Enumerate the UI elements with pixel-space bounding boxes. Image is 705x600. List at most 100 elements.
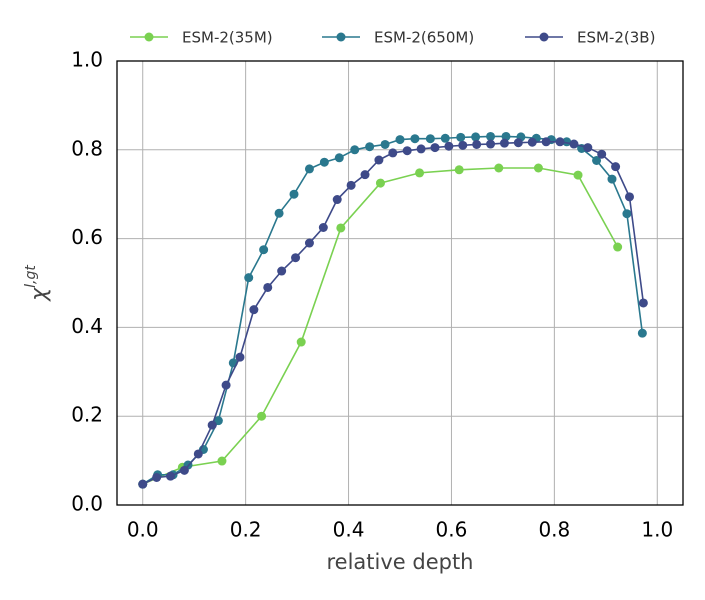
- data-point: [257, 411, 267, 421]
- y-label-base: χ: [27, 287, 52, 302]
- data-point: [217, 456, 227, 466]
- data-point: [573, 170, 583, 180]
- data-point: [375, 178, 385, 188]
- data-point: [607, 174, 617, 184]
- data-point: [527, 137, 537, 147]
- legend-marker: [144, 32, 154, 42]
- data-point: [365, 142, 375, 152]
- data-point: [304, 164, 314, 174]
- y-tick-label: 0.8: [71, 136, 103, 160]
- legend-marker: [336, 32, 346, 42]
- data-point: [336, 223, 346, 233]
- data-point: [179, 465, 189, 475]
- data-point: [259, 245, 269, 255]
- legend-item: ESM-2(3B): [525, 29, 655, 47]
- data-point: [274, 208, 284, 218]
- data-point: [221, 380, 231, 390]
- data-point: [410, 134, 420, 144]
- legend-label: ESM-2(650M): [374, 29, 474, 47]
- plot-frame: [116, 60, 684, 506]
- data-point: [277, 266, 287, 276]
- data-point: [555, 137, 565, 147]
- legend-label: ESM-2(35M): [182, 29, 273, 47]
- x-tick-label: 0.8: [538, 518, 570, 542]
- data-point: [486, 139, 496, 149]
- data-point: [613, 242, 623, 252]
- data-point: [388, 148, 398, 158]
- data-point: [416, 144, 426, 154]
- data-point: [346, 180, 356, 190]
- data-point: [350, 145, 360, 155]
- series-line: [142, 135, 644, 485]
- data-point: [622, 209, 632, 219]
- data-point: [380, 139, 390, 149]
- data-point: [513, 138, 523, 148]
- y-tick-label: 0.4: [71, 314, 103, 338]
- data-point: [494, 163, 504, 173]
- series-line: [142, 141, 645, 485]
- data-point: [611, 162, 621, 172]
- data-point: [138, 479, 148, 489]
- data-point: [458, 140, 468, 150]
- data-point: [332, 195, 342, 205]
- data-point: [319, 157, 329, 167]
- data-point: [454, 165, 464, 175]
- series-line: [142, 167, 619, 485]
- data-point: [425, 134, 435, 144]
- data-point: [562, 137, 572, 147]
- data-point: [541, 137, 551, 147]
- data-point: [374, 155, 384, 165]
- x-tick-label: 0.2: [230, 518, 262, 542]
- data-point: [360, 170, 370, 180]
- data-point: [207, 420, 217, 430]
- data-point: [440, 133, 450, 143]
- data-point: [597, 149, 607, 159]
- data-point: [318, 223, 328, 232]
- x-tick-label: 0.4: [333, 518, 365, 542]
- data-point: [291, 253, 301, 263]
- data-point: [235, 352, 245, 362]
- data-point: [193, 449, 203, 459]
- data-point: [415, 168, 425, 178]
- data-point: [472, 139, 482, 149]
- x-axis-label: relative depth: [326, 550, 473, 574]
- x-tick-label: 0.6: [436, 518, 468, 542]
- y-label-sup: l,gt: [23, 265, 39, 288]
- data-point: [471, 132, 481, 142]
- legend-item: ESM-2(35M): [130, 29, 273, 47]
- x-tick-label: 0.0: [127, 518, 159, 542]
- data-point: [486, 131, 496, 141]
- data-point: [402, 146, 412, 156]
- data-point: [456, 132, 466, 142]
- data-point: [624, 192, 634, 202]
- y-axis-label: χl,gt: [23, 265, 52, 302]
- data-point: [444, 141, 454, 151]
- y-tick-label: 0.0: [71, 492, 103, 516]
- data-point: [244, 273, 254, 283]
- data-point: [637, 328, 647, 338]
- data-point: [638, 298, 648, 308]
- y-tick-label: 0.2: [71, 403, 103, 427]
- data-point: [166, 471, 176, 481]
- data-point: [296, 337, 306, 347]
- y-tick-label: 0.6: [71, 225, 103, 249]
- data-point: [430, 143, 440, 153]
- x-tick-label: 1.0: [641, 518, 673, 542]
- data-point: [152, 472, 162, 482]
- data-point: [569, 139, 579, 149]
- data-point: [263, 282, 273, 292]
- data-point: [249, 305, 259, 315]
- data-point: [395, 135, 405, 145]
- data-point: [499, 138, 509, 148]
- data-point: [289, 189, 299, 199]
- data-point: [592, 155, 602, 165]
- y-tick-label: 1.0: [71, 48, 103, 72]
- data-point: [533, 163, 543, 173]
- data-point: [304, 238, 314, 248]
- data-point: [583, 143, 593, 153]
- legend-label: ESM-2(3B): [577, 29, 655, 47]
- legend-item: ESM-2(650M): [322, 29, 474, 47]
- legend-marker: [539, 32, 549, 42]
- data-point: [334, 153, 344, 163]
